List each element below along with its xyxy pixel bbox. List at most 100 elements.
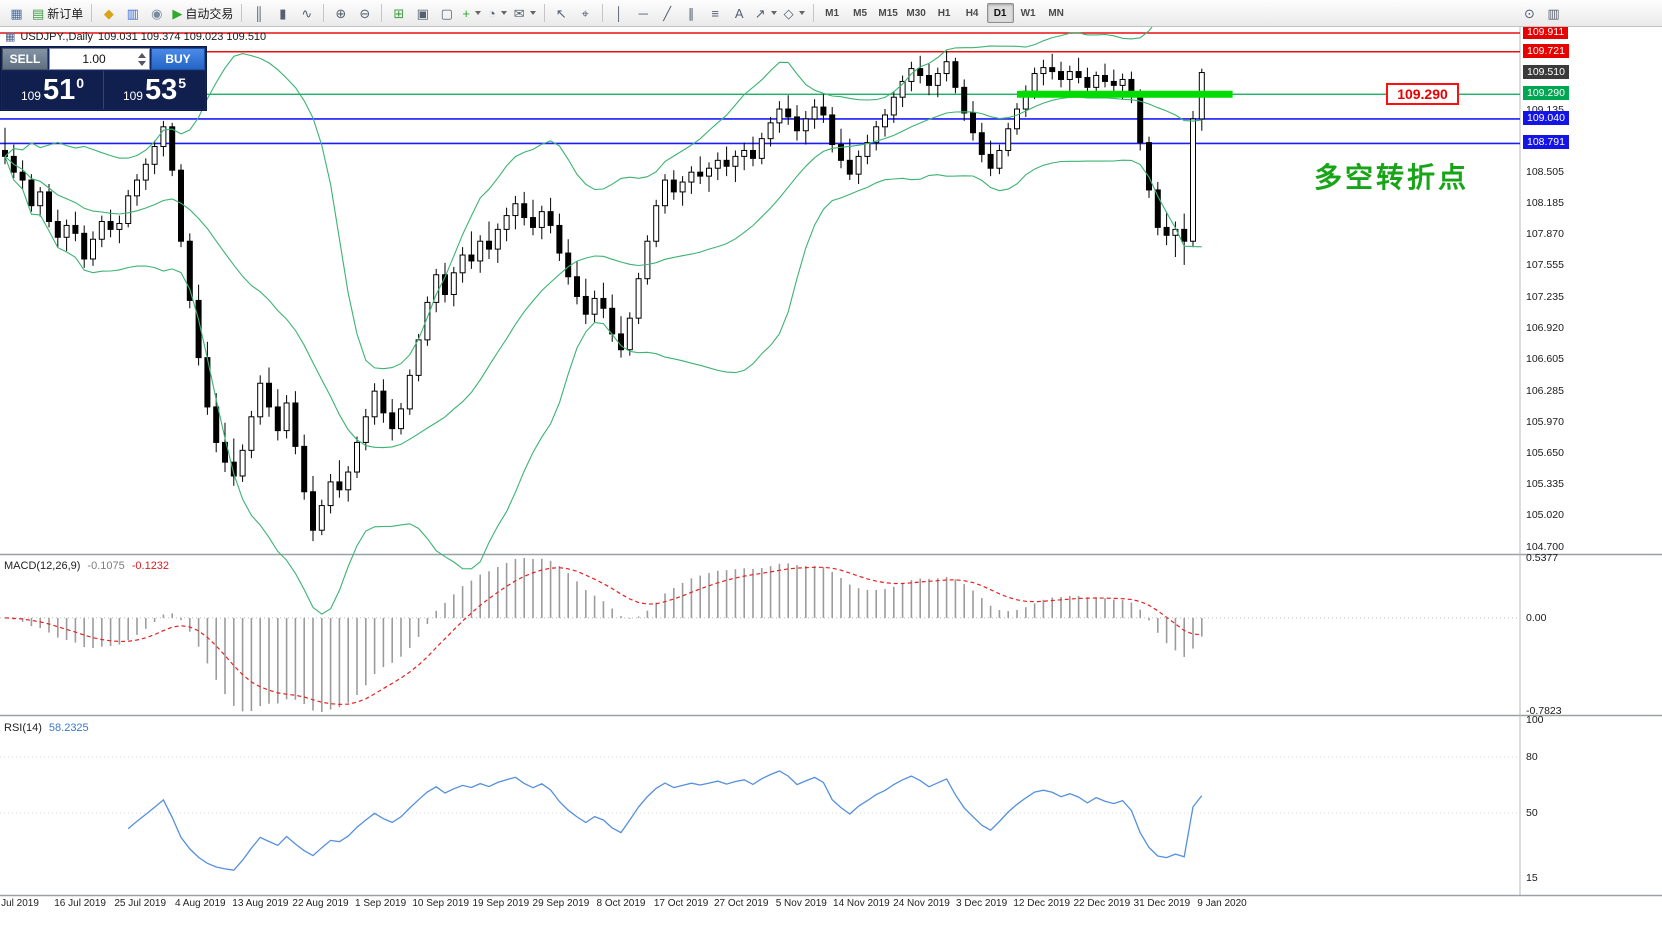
toolbar-separator xyxy=(543,4,545,22)
arrows-button[interactable]: ↗ xyxy=(752,2,780,24)
lot-increase-icon[interactable] xyxy=(138,52,146,58)
channel-button[interactable]: ∥ xyxy=(680,2,703,24)
timeframe-h4-button[interactable]: H4 xyxy=(965,8,979,19)
crosshair-button[interactable]: ⌖ xyxy=(574,2,597,24)
price-scale-label: 109.290 xyxy=(1523,86,1569,101)
shapes-button[interactable]: ◇ xyxy=(781,2,808,24)
time-axis-label: 27 Oct 2019 xyxy=(713,898,769,909)
lot-size-value[interactable]: 1.00 xyxy=(82,52,106,66)
indicators-button[interactable]: + xyxy=(459,2,484,24)
toolbar-separator xyxy=(812,4,814,22)
candlestick-chart-icon: ▮ xyxy=(279,5,287,21)
line-chart-icon: ∿ xyxy=(301,5,313,21)
search-button[interactable]: ⊙ xyxy=(1518,2,1541,24)
autotrade-button[interactable]: ▶ 自动交易 xyxy=(169,2,236,24)
templates-button[interactable]: ✉ xyxy=(511,2,539,24)
buy-button[interactable]: BUY xyxy=(151,48,205,70)
chart-window-icon: ▦ xyxy=(5,31,16,43)
time-axis-label: 25 Jul 2019 xyxy=(114,898,167,909)
chart-symbol-period: USDJPY.,Daily xyxy=(20,30,93,43)
metaeditor-icon: ◆ xyxy=(103,5,114,21)
line-chart-button[interactable]: ∿ xyxy=(295,2,318,24)
lot-decrease-icon[interactable] xyxy=(138,60,146,66)
metaeditor-button[interactable]: ◆ xyxy=(97,2,120,24)
text-button[interactable]: A xyxy=(728,2,751,24)
trendline-button[interactable]: ╱ xyxy=(656,2,679,24)
price-scale-label: 109.040 xyxy=(1523,110,1569,125)
chart-annotation: 多空转折点 xyxy=(1314,161,1470,194)
toolbar-separator xyxy=(91,4,93,22)
search-icon: ⊙ xyxy=(1524,5,1535,21)
time-axis-label: 1 Sep 2019 xyxy=(355,898,407,909)
timeframe-m5-button[interactable]: M5 xyxy=(853,8,868,19)
indicators-icon: + xyxy=(462,5,470,21)
price-scale-label: 106.920 xyxy=(1526,322,1564,335)
tile-windows-button[interactable]: ⊞ xyxy=(387,2,410,24)
time-axis-label: 31 Dec 2019 xyxy=(1133,898,1191,909)
price-scale-label: 107.555 xyxy=(1526,259,1564,272)
navigator-button[interactable]: ◉ xyxy=(145,2,168,24)
market-watch-button[interactable]: ▥ xyxy=(121,2,144,24)
vertical-line-button[interactable]: │ xyxy=(608,2,631,24)
price-scale-label: 105.650 xyxy=(1526,447,1564,460)
new-order-button[interactable]: ▤ 新订单 xyxy=(29,2,86,24)
arrange-windows-button[interactable]: ▢ xyxy=(435,2,458,24)
dropdown-caret-icon xyxy=(500,11,507,15)
timeframe-h1-button[interactable]: H1 xyxy=(937,8,951,19)
time-axis-label: 13 Aug 2019 xyxy=(232,898,289,909)
price-scale-label: 107.235 xyxy=(1526,290,1564,303)
macd-name: MACD(12,26,9) xyxy=(4,560,81,572)
price-scale-label: 109.721 xyxy=(1523,43,1569,58)
horizontal-line-button[interactable]: ─ xyxy=(632,2,655,24)
timeframe-m15-button[interactable]: M15 xyxy=(878,8,898,19)
fibonacci-button[interactable]: ≡ xyxy=(704,2,727,24)
chart-profile-button[interactable]: ▥ xyxy=(1542,2,1565,24)
chart-window-icon: ▦ xyxy=(10,5,23,21)
macd-label: MACD(12,26,9) -0.1075 -0.1232 xyxy=(4,560,169,572)
time-axis-label: 22 Aug 2019 xyxy=(292,898,349,909)
trade-panel-prices: 109 51 0 109 53 5 xyxy=(2,71,205,109)
fibonacci-icon: ≡ xyxy=(711,5,719,21)
time-axis-label: 14 Nov 2019 xyxy=(833,898,890,909)
time-axis[interactable]: Jul 2019 16 Jul 2019 25 Jul 2019 4 Aug 2019… xyxy=(0,898,1522,912)
timeframe-d1-button[interactable]: D1 xyxy=(986,3,1014,23)
chart-canvas[interactable] xyxy=(0,27,1662,950)
toolbar-separator xyxy=(241,4,243,22)
timeframe-mn-button[interactable]: MN xyxy=(1048,8,1064,19)
lot-size-field[interactable]: 1.00 xyxy=(49,48,150,70)
periods-button[interactable]: ◔ xyxy=(485,2,510,24)
sell-button[interactable]: SELL xyxy=(2,48,48,70)
buy-price-display[interactable]: 109 53 5 xyxy=(104,71,205,109)
time-axis-label: 9 Jan 2020 xyxy=(1197,898,1247,909)
chart-title: ▦ USDJPY.,Daily 109.031 109.374 109.023 … xyxy=(5,30,266,44)
new-order-button-label: 新订单 xyxy=(47,6,84,21)
navigator-icon: ◉ xyxy=(151,5,163,21)
toolbar-group: ↖ ⌖ xyxy=(550,2,597,24)
candlestick-chart-button[interactable]: ▮ xyxy=(271,2,294,24)
time-axis-label: 19 Sep 2019 xyxy=(472,898,530,909)
zoom-out-button[interactable]: ⊖ xyxy=(353,2,376,24)
autotrade-button-label: 自动交易 xyxy=(185,6,234,21)
buy-price-pip: 5 xyxy=(178,75,187,91)
zoom-in-button[interactable]: ⊕ xyxy=(329,2,352,24)
cursor-button[interactable]: ↖ xyxy=(550,2,573,24)
timeframe-w1-button[interactable]: W1 xyxy=(1020,8,1036,19)
chart-window-button[interactable]: ▦ xyxy=(5,2,28,24)
bar-chart-icon: ║ xyxy=(254,5,264,21)
one-click-trading-panel: SELL 1.00 BUY 109 51 0 109 xyxy=(0,46,207,111)
cascade-windows-button[interactable]: ▣ xyxy=(411,2,434,24)
bar-chart-button[interactable]: ║ xyxy=(247,2,270,24)
buy-price-prefix: 109 xyxy=(122,89,143,103)
price-scale-label: 105.020 xyxy=(1526,509,1564,522)
time-axis-label: 29 Sep 2019 xyxy=(532,898,590,909)
timeframe-m30-button[interactable]: M30 xyxy=(906,8,926,19)
timeframe-m1-button[interactable]: M1 xyxy=(825,8,840,19)
cascade-windows-icon: ▣ xyxy=(416,5,429,21)
lot-spinner[interactable] xyxy=(138,52,149,66)
price-scale-label: 106.285 xyxy=(1526,384,1564,397)
text-icon: A xyxy=(734,5,744,21)
sell-price-main: 51 xyxy=(42,74,76,106)
price-scale[interactable]: 109.135 108.505 108.185 107.870 107.555 107.2… xyxy=(1522,25,1662,897)
sell-price-display[interactable]: 109 51 0 xyxy=(2,71,104,109)
